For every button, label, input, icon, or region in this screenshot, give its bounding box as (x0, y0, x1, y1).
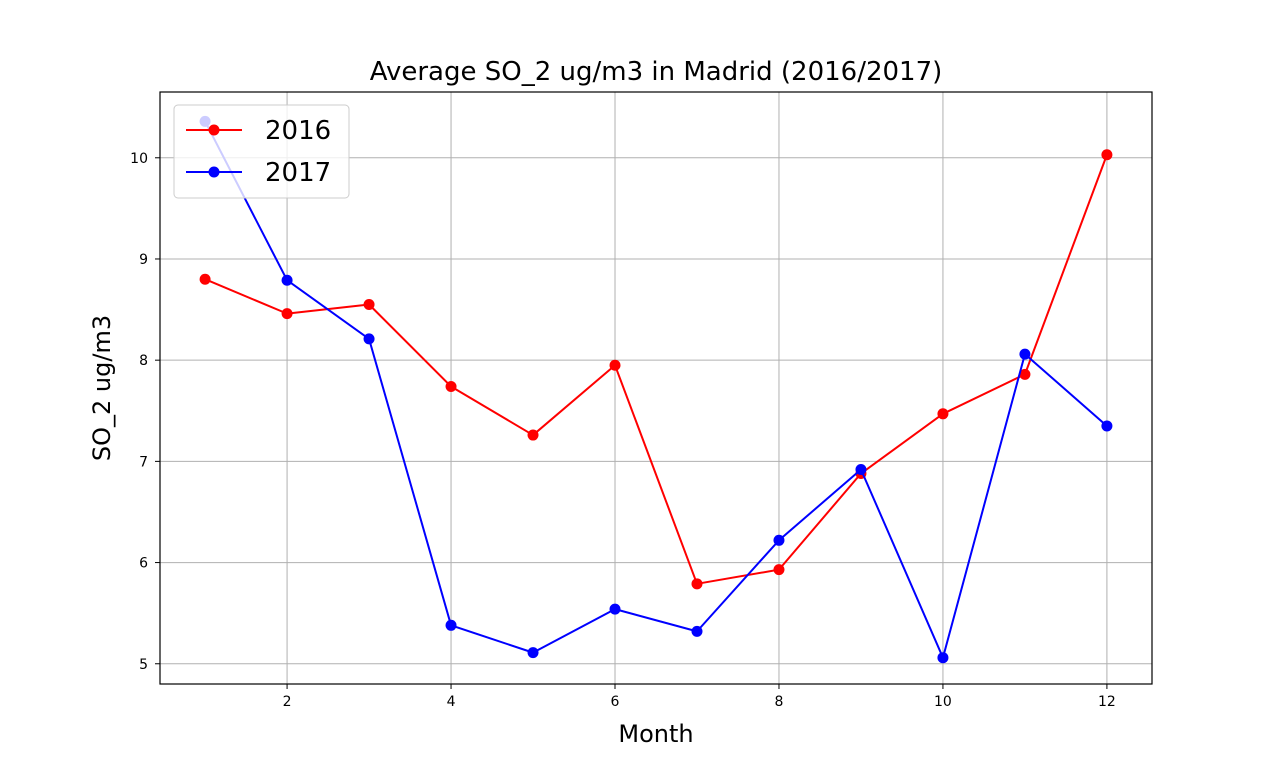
chart-title: Average SO_2 ug/m3 in Madrid (2016/2017) (370, 57, 943, 87)
y-tick-label: 10 (130, 151, 148, 167)
data-point (527, 429, 539, 441)
data-point (199, 273, 211, 285)
data-point (1101, 420, 1113, 432)
legend-item: 2017 (186, 158, 331, 188)
data-point (855, 463, 867, 475)
legend-label: 2016 (265, 116, 331, 146)
plot-frame (159, 91, 1153, 685)
data-point (527, 647, 539, 659)
data-point (691, 625, 703, 637)
data-point (363, 333, 375, 345)
data-point (445, 619, 457, 631)
series-2016 (199, 149, 1113, 590)
y-tick-label: 5 (139, 657, 148, 673)
legend-marker (208, 124, 220, 136)
data-point (1101, 149, 1113, 161)
legend: 2016 2017 (173, 104, 350, 199)
y-tick-label: 7 (139, 454, 148, 470)
data-point (363, 299, 375, 311)
data-point (445, 380, 457, 392)
x-axis-title: Month (618, 720, 693, 748)
x-tick-label: 10 (934, 694, 952, 710)
data-point (609, 603, 621, 615)
y-tick-label: 8 (139, 353, 148, 369)
data-point (937, 408, 949, 420)
data-point (937, 652, 949, 664)
data-point (281, 308, 293, 320)
y-tick-label: 9 (139, 252, 148, 268)
series-line (204, 120, 1108, 659)
x-tick-label: 8 (775, 694, 784, 710)
axis-ticks: 2 4 6 8 10 12 5 6 7 8 9 10 (130, 151, 1116, 710)
x-tick-label: 12 (1098, 694, 1116, 710)
legend-item: 2016 (186, 116, 331, 146)
data-point (281, 274, 293, 286)
data-point (691, 578, 703, 590)
data-point (609, 359, 621, 371)
data-point (1019, 348, 1031, 360)
data-point (773, 534, 785, 546)
series-layer (199, 115, 1113, 664)
legend-label: 2017 (265, 158, 331, 188)
data-point (773, 564, 785, 576)
series-line (204, 154, 1108, 585)
x-tick-label: 6 (611, 694, 620, 710)
grid-lines (160, 92, 1152, 684)
x-tick-label: 2 (283, 694, 292, 710)
legend-marker (208, 166, 220, 178)
x-tick-label: 4 (447, 694, 456, 710)
data-point (1019, 368, 1031, 380)
y-tick-label: 6 (139, 556, 148, 572)
y-axis-title: SO_2 ug/m3 (88, 315, 116, 461)
